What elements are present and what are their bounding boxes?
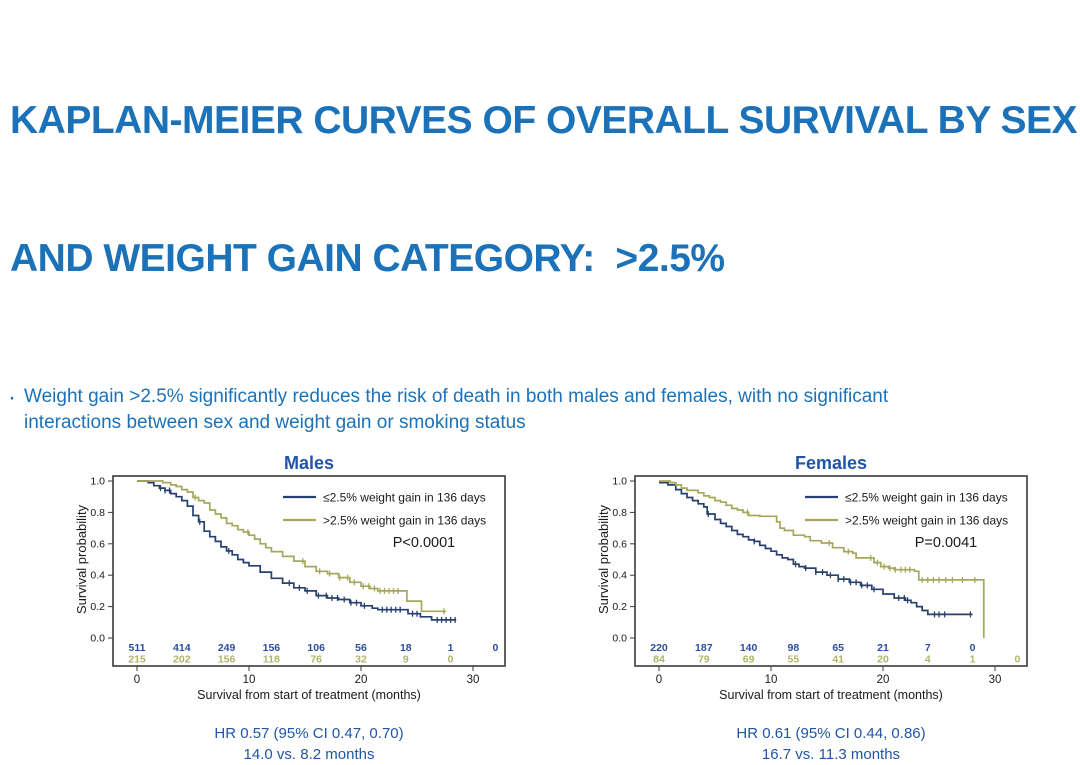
- bullet-marker: ·: [8, 384, 16, 412]
- y-tick-label: 0.0: [612, 633, 627, 645]
- risk-count-olive: 4: [925, 654, 931, 666]
- risk-count-navy: 106: [307, 642, 325, 654]
- risk-count-navy: 414: [173, 642, 191, 654]
- y-tick-label: 0.6: [90, 539, 105, 551]
- y-tick-label: 0.0: [90, 633, 105, 645]
- hr-text-males: HR 0.57 (95% CI 0.47, 0.70): [214, 725, 404, 743]
- risk-count-olive: 84: [653, 654, 665, 666]
- risk-count-navy: 65: [832, 642, 844, 654]
- risk-count-olive: 55: [788, 654, 800, 666]
- median-text-females: 16.7 vs. 11.3 months: [761, 746, 901, 764]
- risk-count-navy: 56: [355, 642, 367, 654]
- y-tick-label: 0.6: [612, 539, 627, 551]
- legend-label: ≤2.5% weight gain in 136 days: [845, 491, 1008, 505]
- risk-count-olive: 118: [263, 654, 280, 666]
- risk-count-olive: 79: [698, 654, 710, 666]
- x-tick-label: 20: [355, 674, 368, 686]
- risk-count-olive: 9: [403, 654, 409, 666]
- chart-block-females: Females 0.0 0.2 0.4 0.6 0.8 1.0 0 10 20 30 Surviva…: [580, 453, 1072, 765]
- chart-block-males: Males 0.0 0.2 0.4 0.6 0.8 1.0 0 10 20 30 Survival …: [58, 453, 550, 765]
- slide-title-line2: AND WEIGHT GAIN CATEGORY: >2.5%: [10, 237, 725, 281]
- chart-title-females: Females: [794, 453, 868, 474]
- p-value-label: P=0.0041: [915, 535, 978, 551]
- y-axis-label: Survival probability: [74, 505, 89, 615]
- risk-count-navy: 0: [492, 642, 498, 654]
- risk-count-olive: 41: [832, 654, 844, 666]
- stats-females: HR 0.61 (95% CI 0.44, 0.86) 16.7 vs. 11.…: [580, 723, 1072, 765]
- charts-row: Males 0.0 0.2 0.4 0.6 0.8 1.0 0 10 20 30 Survival …: [0, 453, 1080, 765]
- risk-count-navy: 156: [263, 642, 281, 654]
- risk-count-navy: 511: [129, 642, 146, 654]
- risk-count-olive: 202: [173, 654, 191, 666]
- risk-count-olive: 215: [128, 654, 146, 666]
- risk-count-olive: 76: [310, 654, 322, 666]
- p-value-label: P<0.0001: [393, 535, 456, 551]
- y-tick-label: 1.0: [612, 476, 627, 488]
- risk-count-navy: 220: [650, 642, 668, 654]
- bullet-text: Weight gain >2.5% significantly reduces …: [24, 386, 889, 433]
- risk-count-navy: 249: [218, 642, 236, 654]
- risk-count-olive: 156: [218, 654, 236, 666]
- risk-count-olive: 32: [355, 654, 367, 666]
- bullet-row: · Weight gain >2.5% significantly reduce…: [6, 384, 1080, 435]
- stats-males: HR 0.57 (95% CI 0.47, 0.70) 14.0 vs. 8.2…: [58, 723, 550, 765]
- x-axis-label: Survival from start of treatment (months…: [197, 688, 421, 702]
- x-tick-label: 10: [765, 674, 778, 686]
- y-tick-label: 0.2: [612, 602, 627, 614]
- risk-count-navy: 187: [695, 642, 713, 654]
- y-tick-label: 0.4: [90, 570, 105, 582]
- hr-text-females: HR 0.61 (95% CI 0.44, 0.86): [736, 725, 926, 743]
- risk-count-olive: 69: [743, 654, 755, 666]
- x-tick-label: 30: [989, 674, 1002, 686]
- risk-count-navy: 18: [400, 642, 412, 654]
- x-tick-label: 0: [134, 674, 140, 686]
- y-tick-label: 0.8: [90, 507, 105, 519]
- y-tick-label: 0.8: [612, 507, 627, 519]
- slide-title: KAPLAN-MEIER CURVES OF OVERALL SURVIVAL …: [0, 0, 1080, 374]
- legend-label: >2.5% weight gain in 136 days: [845, 514, 1008, 528]
- x-tick-label: 0: [656, 674, 662, 686]
- y-tick-label: 0.4: [612, 570, 627, 582]
- slide-title-line1: KAPLAN-MEIER CURVES OF OVERALL SURVIVAL …: [10, 99, 1078, 143]
- risk-count-navy: 0: [970, 642, 976, 654]
- risk-count-navy: 21: [877, 642, 889, 654]
- x-tick-label: 20: [877, 674, 890, 686]
- risk-count-olive: 1: [970, 654, 976, 666]
- y-tick-label: 0.2: [90, 602, 105, 614]
- risk-count-navy: 140: [740, 642, 758, 654]
- risk-count-navy: 7: [925, 642, 931, 654]
- y-tick-label: 1.0: [90, 476, 105, 488]
- x-axis-label: Survival from start of treatment (months…: [719, 688, 943, 702]
- median-text-males: 14.0 vs. 8.2 months: [243, 746, 375, 764]
- x-tick-label: 10: [243, 674, 256, 686]
- chart-title-males: Males: [283, 453, 335, 474]
- risk-count-olive: 0: [1014, 654, 1020, 666]
- y-axis-label: Survival probability: [596, 505, 611, 615]
- risk-count-olive: 20: [877, 654, 889, 666]
- legend-label: ≤2.5% weight gain in 136 days: [323, 491, 486, 505]
- risk-count-olive: 0: [448, 654, 454, 666]
- risk-count-navy: 1: [448, 642, 454, 654]
- x-tick-label: 30: [467, 674, 480, 686]
- legend-label: >2.5% weight gain in 136 days: [323, 514, 486, 528]
- risk-count-navy: 98: [788, 642, 800, 654]
